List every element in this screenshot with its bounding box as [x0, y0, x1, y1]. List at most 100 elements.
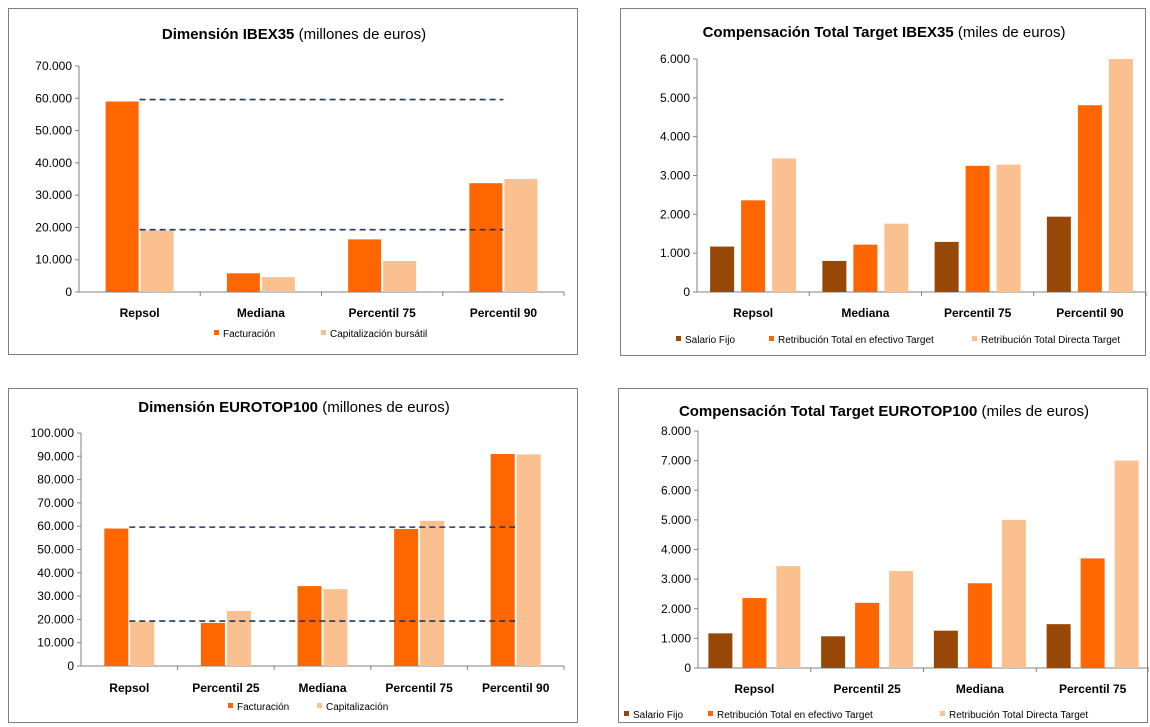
chart-svg: Dimensión EUROTOP100 (millones de euros)…	[31, 399, 565, 713]
y-tick-label: 5.000	[660, 91, 690, 105]
bar-facturacion-mediana	[297, 586, 322, 666]
chart-panel-dimension-ibex35: Dimensión IBEX35 (millones de euros) 0 10.…	[8, 8, 578, 355]
legend-swatch	[708, 711, 713, 716]
y-tick-label: 10.000	[35, 253, 72, 267]
bar-facturacion-repsol	[104, 528, 129, 666]
bar-retribucion-total-directa-target-percentil-90	[1108, 59, 1133, 292]
bar-salario-fijo-mediana	[933, 630, 958, 668]
bar-capitalizacion-percentil-75	[420, 520, 445, 666]
y-tick-label: 0	[67, 659, 74, 673]
legend-swatch	[972, 336, 977, 341]
chart-svg: Dimensión IBEX35 (millones de euros) 0 10.…	[35, 26, 565, 340]
bar-capitalizacion-percentil-90	[516, 454, 541, 666]
bar-retribucion-total-directa-target-mediana	[1001, 519, 1026, 668]
y-tick-label: 4.000	[661, 543, 691, 557]
y-tick-label: 10.000	[37, 636, 74, 650]
bar-retribucion-total-directa-target-percentil-75	[996, 164, 1021, 292]
y-tick-label: 100.000	[31, 426, 75, 440]
chart-title: Compensación Total Target IBEX35 (miles …	[703, 24, 1066, 41]
legend-swatch	[940, 711, 945, 716]
x-category-label: Percentil 90	[1056, 306, 1124, 320]
y-tick-label: 50.000	[37, 543, 74, 557]
bar-facturacion-repsol	[105, 101, 139, 292]
legend-label: Retribución Total en efectivo Target	[717, 710, 873, 721]
bar-retribucion-total-en-efectivo-target-percentil-75	[965, 165, 990, 292]
y-tick-label: 8.000	[661, 424, 691, 438]
chart-title: Compensación Total Target EUROTOP100 (mi…	[679, 403, 1089, 420]
bar-retribucion-total-en-efectivo-target-repsol	[742, 598, 767, 668]
bar-salario-fijo-repsol	[708, 633, 733, 668]
bar-retribucion-total-en-efectivo-target-percentil-25	[855, 602, 880, 668]
x-category-label: Repsol	[120, 306, 160, 320]
bar-capitalizacion-mediana	[323, 589, 348, 666]
legend-label: Facturación	[223, 329, 275, 340]
chart-title: Dimensión EUROTOP100 (millones de euros)	[138, 399, 450, 416]
x-category-label: Percentil 75	[944, 306, 1012, 320]
y-tick-label: 0	[683, 285, 690, 299]
bar-salario-fijo-percentil-75	[1046, 624, 1071, 668]
y-tick-label: 40.000	[35, 156, 72, 170]
x-category-label: Percentil 90	[470, 306, 538, 320]
bar-capitalizacion-bursatil-percentil-75	[383, 261, 417, 292]
y-tick-label: 30.000	[35, 188, 72, 202]
x-category-label: Mediana	[956, 682, 1004, 696]
y-tick-label: 20.000	[35, 220, 72, 234]
bar-retribucion-total-en-efectivo-target-mediana	[967, 583, 992, 668]
chart-svg: Compensación Total Target IBEX35 (miles …	[660, 24, 1147, 346]
legend-swatch	[228, 703, 233, 708]
y-tick-label: 3.000	[661, 572, 691, 586]
bar-salario-fijo-repsol	[710, 246, 735, 292]
chart-panel-dimension-eurotop100: Dimensión EUROTOP100 (millones de euros)…	[8, 388, 578, 723]
legend-label: Retribución Total Directa Target	[981, 335, 1120, 346]
y-tick-label: 0	[65, 285, 72, 299]
legend-label: Retribución Total en efectivo Target	[778, 335, 934, 346]
legend-swatch	[769, 336, 774, 341]
y-tick-label: 3.000	[660, 169, 690, 183]
y-tick-label: 30.000	[37, 589, 74, 603]
legend-label: Capitalización	[326, 702, 388, 713]
bar-facturacion-percentil-25	[200, 622, 225, 666]
x-category-label: Repsol	[109, 681, 149, 695]
x-category-label: Mediana	[237, 306, 285, 320]
legend-label: Salario Fijo	[685, 335, 735, 346]
x-category-label: Percentil 75	[348, 306, 416, 320]
bar-facturacion-percentil-75	[348, 239, 382, 292]
bar-retribucion-total-en-efectivo-target-percentil-90	[1077, 105, 1102, 292]
y-tick-label: 60.000	[35, 91, 72, 105]
bar-facturacion-mediana	[226, 273, 260, 292]
x-category-label: Percentil 25	[192, 681, 260, 695]
x-category-label: Repsol	[733, 306, 773, 320]
y-tick-label: 50.000	[35, 124, 72, 138]
y-tick-label: 60.000	[37, 519, 74, 533]
bar-retribucion-total-directa-target-repsol	[772, 158, 797, 292]
chart-title: Dimensión IBEX35 (millones de euros)	[162, 26, 426, 43]
y-tick-label: 4.000	[660, 130, 690, 144]
legend-swatch	[214, 330, 219, 335]
x-category-label: Mediana	[841, 306, 889, 320]
bar-facturacion-percentil-75	[394, 528, 419, 666]
chart-panel-compensacion-ibex35: Compensación Total Target IBEX35 (miles …	[620, 8, 1147, 356]
legend-label: Retribución Total Directa Target	[949, 710, 1088, 721]
x-category-label: Repsol	[734, 682, 774, 696]
bar-facturacion-percentil-90	[469, 183, 503, 292]
bar-facturacion-percentil-90	[490, 453, 515, 666]
x-category-label: Percentil 75	[385, 681, 453, 695]
bar-retribucion-total-en-efectivo-target-mediana	[853, 244, 878, 292]
legend-swatch	[317, 703, 322, 708]
y-tick-label: 90.000	[37, 449, 74, 463]
legend-label: Capitalización bursátil	[330, 329, 427, 340]
bar-retribucion-total-en-efectivo-target-repsol	[741, 200, 766, 292]
y-tick-label: 7.000	[661, 454, 691, 468]
bar-salario-fijo-percentil-75	[934, 241, 959, 292]
y-tick-label: 0	[684, 661, 691, 675]
y-tick-label: 5.000	[661, 513, 691, 527]
y-tick-label: 20.000	[37, 612, 74, 626]
legend-label: Salario Fijo	[633, 710, 683, 721]
bar-capitalizacion-bursatil-percentil-90	[504, 179, 538, 292]
chart-svg: Compensación Total Target EUROTOP100 (mi…	[624, 403, 1149, 721]
y-tick-label: 6.000	[661, 483, 691, 497]
y-tick-label: 70.000	[35, 59, 72, 73]
bar-retribucion-total-directa-target-mediana	[884, 223, 909, 292]
legend-label: Facturación	[237, 702, 289, 713]
bar-retribucion-total-directa-target-repsol	[776, 566, 801, 668]
